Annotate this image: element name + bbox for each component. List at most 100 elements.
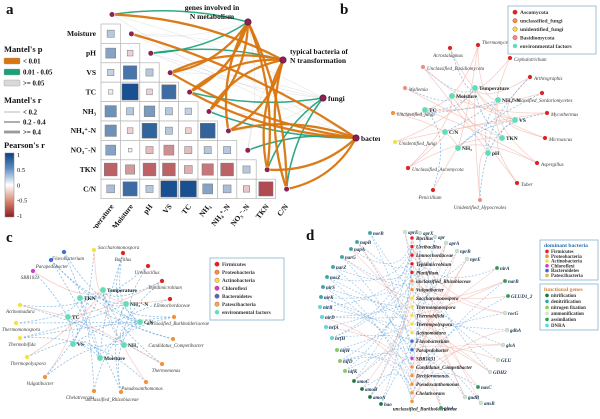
mantels-p-label: < 0.01 [23,59,41,66]
network-edge [124,303,175,318]
matrix-square [165,126,173,135]
legend-genes-swatch [545,299,549,304]
mantel-edge [130,32,358,140]
mantel-edge [188,91,324,104]
gene-edge [411,263,466,398]
env-node [471,84,479,92]
bacteria-label: Thermomonospora [416,306,456,311]
bacteria-node [409,399,415,404]
legend-bacteria-label: Chloroflexi [551,264,575,269]
gene-label: GLU [501,359,512,364]
gene-label: nifH [340,349,351,354]
gene-edge [326,246,413,282]
taxa-node [430,187,436,193]
gene-edge [411,242,447,265]
gene-edge [411,236,436,359]
legend-bacteria-swatch [545,268,549,273]
gene-edge [331,263,413,339]
column-label: NH₃ [197,202,213,219]
bacteria-node [409,313,415,318]
mantels-p-swatch [3,57,21,65]
gene-node [505,293,511,299]
taxa-label: Vulgatibacter [26,382,53,387]
network-edge [44,289,104,378]
mantel-edge [188,58,285,94]
matrix-square [141,123,158,139]
taxa-node [118,389,124,395]
gene-label: rocG [508,312,519,317]
legend-genes-label: ammonification [551,312,584,317]
matrix-square [106,29,115,38]
legend-bacteria-label: Proteobacteria [551,255,582,260]
matrix-square [105,144,116,156]
column-label: TC [180,202,194,216]
matrix-square [142,162,157,177]
network-edge [474,87,503,139]
network-edge [19,289,104,307]
taxa-label: Tepidimicrobium [148,286,182,291]
gene-edge [336,349,413,402]
gene-label: nirB [323,306,333,311]
gene-node [354,239,360,245]
gene-label: narG [345,256,356,261]
network-edge [424,44,479,111]
taxa-node [477,197,483,203]
bacteria-label: SBR1031 [416,357,435,362]
gene-edge [411,340,482,404]
matrix-square [184,146,193,154]
legend-swatch [512,18,518,24]
matrix-square [179,180,197,198]
gene-edge [321,315,413,319]
env-node [122,300,130,308]
taxa-label: Flavobacterium [51,257,84,262]
gene-edge [332,263,413,281]
network-edge [102,289,125,346]
env-label: NH₃ [462,146,472,152]
mantel-edge [111,9,249,23]
matrix-square [128,148,133,153]
network-edge [102,289,127,307]
gene-node [342,368,348,374]
bacteria-node [409,304,415,309]
mantel-edge [285,97,324,190]
gene-edge [411,306,442,409]
network-edge [19,304,125,346]
taxa-label: Cephalotrichum [514,58,547,63]
mantel-edge [207,58,285,113]
gene-label: narZ [336,266,346,271]
taxa-label: Wallemia [409,88,428,93]
legend-label: environmental factors [520,44,572,50]
legend-label: Basidiomycota [520,35,555,41]
mantels-r-label: 0.2 - 0.4 [23,120,46,127]
gene-node [417,230,423,236]
env-node [96,354,104,362]
env-label: NH₄⁺-N [130,302,148,308]
gene-label: glnA [443,407,455,412]
legend-swatch [214,261,220,267]
bacteria-node [409,382,415,387]
taxa-node [542,135,548,141]
gene-edge [336,323,413,351]
mantel-edge [169,72,324,99]
gene-label: nprB [460,250,471,255]
bacteria-node [409,253,415,258]
env-node [448,92,456,100]
variable-node [205,108,213,115]
matrix-square [126,49,134,57]
env-node [64,313,72,321]
gene-network-svg: Bacillus Ureibacillus Limnochordaceae Tepid… [317,229,599,412]
taxa-label: Parapedobacter [35,265,69,270]
matrix-square [105,47,116,59]
env-node [494,96,502,104]
taxa-node [42,374,48,380]
gene-edge [353,237,413,382]
bacteria-node [409,339,415,344]
variable-node [147,50,154,57]
bacteria-label: Thermobifida [416,314,445,319]
taxa-node [170,336,176,342]
mantel-edge [262,58,285,171]
gene-node [323,324,329,330]
network-edge [32,270,74,345]
legend-bacteria-box [539,239,599,281]
network-edge [129,265,149,323]
